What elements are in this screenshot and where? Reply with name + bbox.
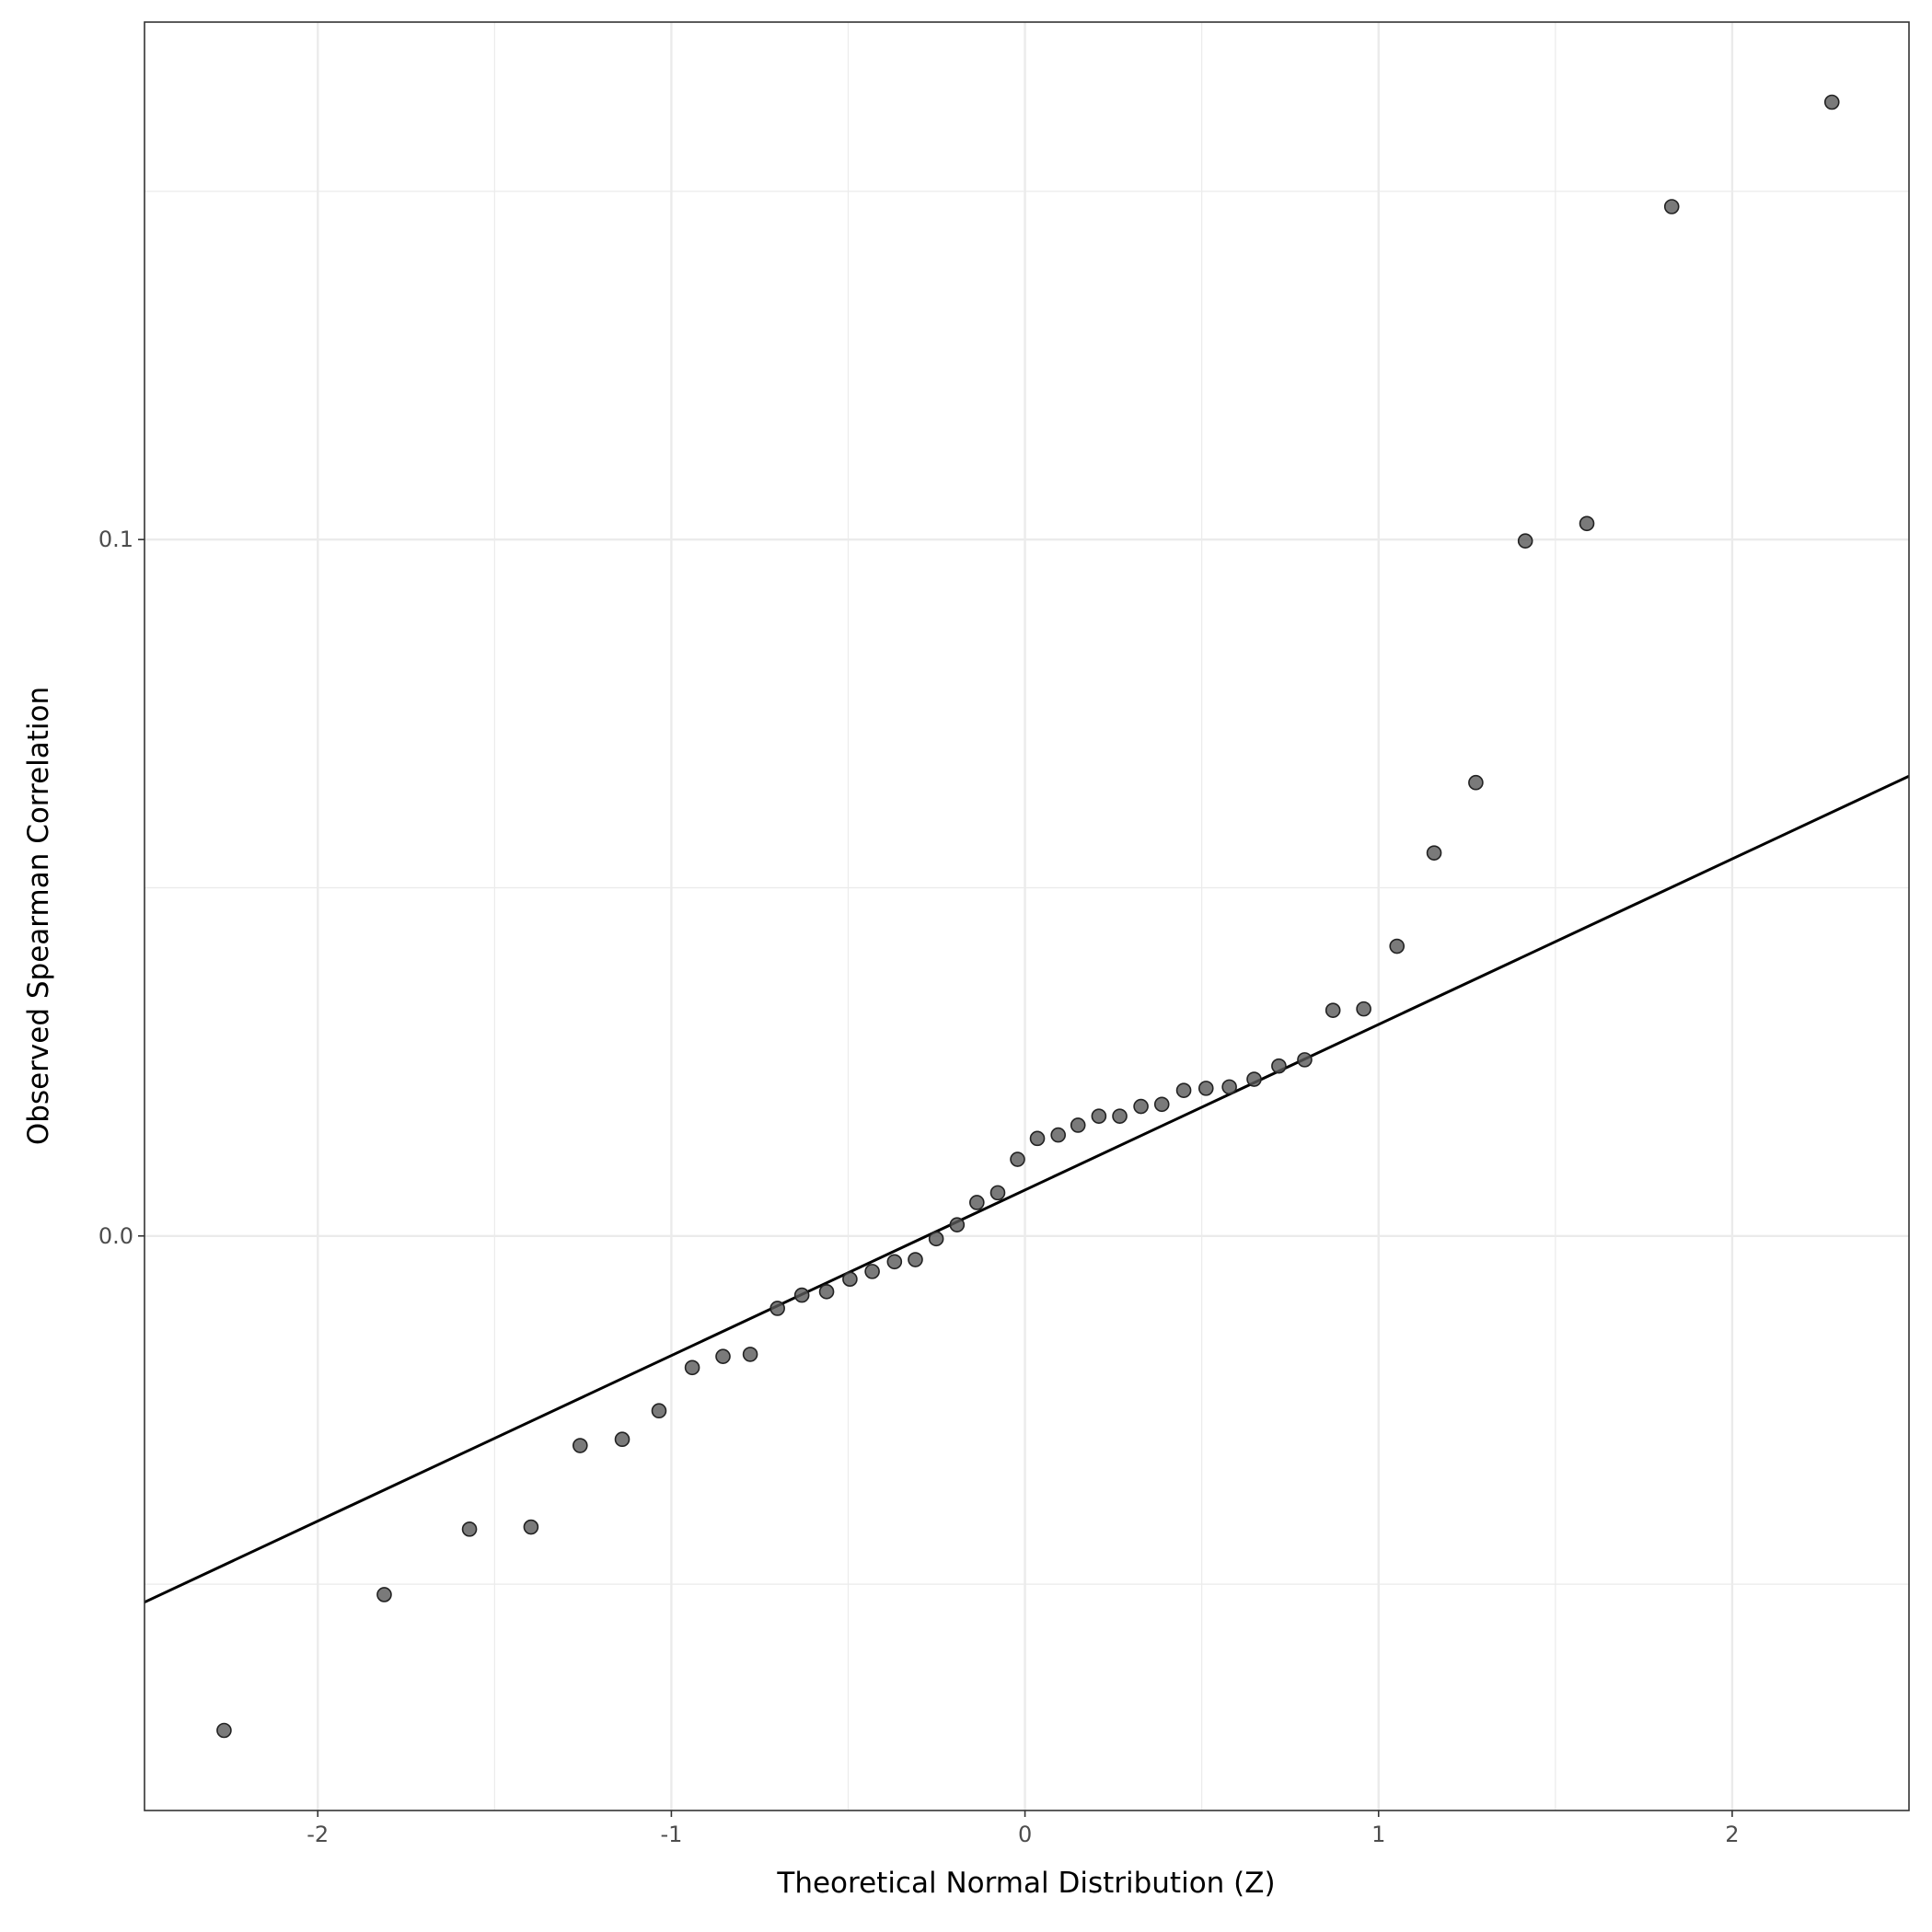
major-gridlines	[145, 22, 1909, 1811]
data-point	[1468, 774, 1484, 791]
x-tick-label: 1	[1371, 1822, 1385, 1847]
data-point	[989, 1185, 1006, 1201]
data-point	[715, 1348, 731, 1364]
data-point	[1426, 845, 1442, 861]
data-point	[1091, 1108, 1107, 1124]
data-point	[842, 1271, 858, 1287]
data-point	[969, 1195, 985, 1210]
data-point	[376, 1587, 392, 1602]
data-point	[1029, 1130, 1046, 1147]
y-axis-ticks: 0.0 0.1	[98, 526, 145, 1249]
panel-border	[144, 21, 1910, 1811]
data-point	[461, 1521, 478, 1537]
y-axis-title: Observed Spearman Correlation	[22, 687, 55, 1145]
data-point	[1010, 1151, 1025, 1167]
data-point	[886, 1254, 903, 1270]
data-point	[1133, 1098, 1149, 1115]
reference-line-group	[144, 774, 1910, 1604]
data-point	[1153, 1096, 1170, 1113]
data-point	[864, 1264, 880, 1279]
data-point	[1070, 1117, 1086, 1133]
data-point	[1175, 1082, 1192, 1098]
data-point	[572, 1438, 588, 1453]
data-point	[1271, 1058, 1287, 1074]
data-point	[1221, 1079, 1237, 1095]
data-point	[1050, 1127, 1066, 1143]
data-point	[1297, 1052, 1313, 1068]
data-point	[1579, 515, 1595, 532]
data-point	[1325, 1002, 1341, 1018]
x-axis-title: Theoretical Normal Distribution (Z)	[776, 1867, 1275, 1900]
minor-gridlines	[145, 22, 1909, 1811]
data-point	[216, 1722, 232, 1739]
x-tick-label: -1	[660, 1822, 682, 1847]
x-axis-ticks: -2 -1 0 1 2	[307, 1811, 1740, 1847]
data-point	[928, 1231, 944, 1247]
data-point	[793, 1287, 810, 1303]
x-tick-label: -2	[307, 1822, 329, 1847]
data-point	[742, 1347, 758, 1362]
x-tick-label: 2	[1725, 1822, 1739, 1847]
data-point	[949, 1217, 966, 1232]
data-point	[1197, 1081, 1214, 1096]
data-point	[769, 1301, 785, 1316]
data-point	[818, 1284, 835, 1300]
data-point	[1356, 1001, 1371, 1017]
data-point	[1823, 94, 1840, 110]
data-point	[1112, 1108, 1128, 1124]
data-points	[216, 94, 1840, 1739]
data-point	[614, 1431, 631, 1448]
y-tick-label: 0.1	[98, 526, 133, 552]
reference-line	[144, 774, 1910, 1604]
data-point	[651, 1403, 667, 1419]
data-point	[908, 1252, 923, 1267]
data-point	[684, 1359, 700, 1376]
data-point	[1389, 938, 1406, 954]
data-point	[523, 1519, 539, 1535]
data-point	[1663, 199, 1680, 214]
y-tick-label: 0.0	[98, 1223, 133, 1249]
data-point	[1246, 1071, 1262, 1087]
data-point	[1517, 533, 1533, 549]
x-tick-label: 0	[1018, 1822, 1032, 1847]
